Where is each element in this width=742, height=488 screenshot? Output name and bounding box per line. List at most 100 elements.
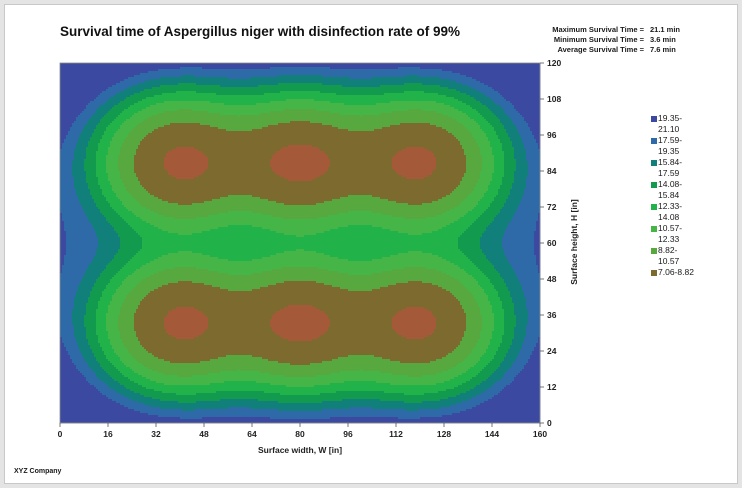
contour-cell [494,319,505,322]
contour-cell [138,177,177,180]
contour-cell [196,91,281,94]
contour-cell [330,67,399,70]
contour-cell [494,159,505,162]
contour-cell [100,211,117,214]
contour-cell [60,415,159,418]
contour-cell [92,195,105,198]
contour-cell [474,187,489,190]
contour-cell [64,225,93,228]
contour-cell [282,217,319,220]
contour-cell [106,171,121,174]
contour-cell [436,125,465,128]
contour-cell [490,281,505,284]
contour-cell [526,301,541,304]
contour-cell [60,221,65,224]
contour-cell [60,213,63,216]
contour-cell [96,157,107,160]
contour-cell [112,297,127,300]
contour-cell [102,367,117,370]
contour-cell [466,327,483,330]
contour-cell [458,241,481,244]
contour-cell [480,101,495,104]
contour-cell [134,271,159,274]
contour-cell [278,409,323,412]
contour-cell [112,347,127,350]
contour-cell [388,199,439,202]
contour-cell [76,367,91,370]
contour-cell [262,271,339,274]
contour-cell [94,227,115,230]
contour-cell [60,241,67,244]
contour-cell [522,195,541,198]
contour-cell [100,93,117,96]
contour-cell [60,177,75,180]
contour-cell [522,115,541,118]
contour-cell [506,385,541,388]
contour-cell [286,99,315,102]
contour-cell [468,195,485,198]
contour-cell [432,283,463,286]
contour-cell [134,113,159,116]
contour-cell [330,101,391,104]
contour-cell [202,67,271,70]
contour-cell [522,137,535,140]
contour-cell [100,297,113,300]
contour-cell [120,237,143,240]
contour-cell [128,87,153,90]
contour-cell [252,289,349,292]
contour-cell [164,165,209,168]
contour-cell [320,335,403,338]
contour-cell [492,373,505,376]
contour-cell [122,143,141,146]
contour-cell [138,123,171,126]
x-axis-label: Surface width, W [in] [258,445,342,455]
contour-cell [74,307,87,310]
contour-cell [504,329,515,332]
contour-cell [104,289,117,292]
contour-cell [390,383,437,386]
contour-cell [404,91,425,94]
contour-cell [498,291,511,294]
contour-cell [528,173,541,176]
contour-cell [106,287,119,290]
contour-cell [134,171,169,174]
contour-cell [528,175,541,178]
contour-cell [122,201,139,204]
contour-cell [60,301,75,304]
contour-cell [336,93,385,96]
contour-cell [212,199,269,202]
contour-cell [120,153,137,156]
contour-cell [124,299,143,302]
contour-cell [110,97,127,100]
contour-cell [330,229,391,232]
contour-cell [514,361,529,364]
contour-cell [278,83,323,86]
contour-cell [466,271,483,274]
contour-cell [80,135,93,138]
contour-cell [60,203,81,206]
contour-cell [466,113,481,116]
contour-cell [192,203,285,206]
contour-cell [116,195,133,198]
contour-cell [522,141,537,144]
contour-cell [90,221,109,224]
contour-cell [60,191,77,194]
contour-cell [506,201,521,204]
contour-cell [500,297,513,300]
contour-cell [60,77,129,80]
contour-cell [86,157,97,160]
contour-cell [424,177,463,180]
contour-cell [372,225,447,228]
contour-cell [272,167,329,170]
contour-cell [280,335,321,338]
contour-cell [490,123,503,126]
contour-cell [454,349,473,352]
legend-label: 10.57-12.33 [658,223,683,244]
contour-cell [490,145,503,148]
contour-cell [176,337,195,340]
contour-cell [458,99,477,102]
contour-cell [332,125,391,128]
contour-cell [474,97,491,100]
contour-cell [492,335,503,338]
contour-cell [446,195,469,198]
